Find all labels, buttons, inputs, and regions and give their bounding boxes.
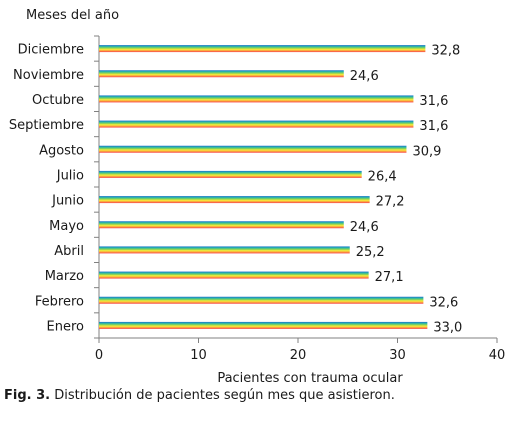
bar-febrero (99, 297, 423, 304)
category-label: Abril (54, 244, 84, 259)
figure-caption: Fig. 3. Distribución de pacientes según … (4, 388, 395, 403)
data-label: 26,4 (368, 169, 397, 184)
bar-agosto (99, 146, 406, 153)
bar-octubre (99, 95, 413, 102)
category-label: Febrero (35, 294, 84, 309)
category-label: Noviembre (13, 68, 84, 83)
x-tick-label: 20 (290, 348, 307, 363)
bar-septiembre (99, 121, 413, 128)
data-label: 27,1 (375, 270, 404, 285)
data-label: 33,0 (433, 320, 462, 335)
category-label: Septiembre (9, 118, 84, 133)
bar-diciembre (99, 45, 425, 52)
data-label: 31,6 (419, 119, 448, 134)
data-label: 32,6 (429, 295, 458, 310)
x-tick-label: 0 (95, 348, 103, 363)
data-label: 24,6 (350, 69, 379, 84)
x-tick-label: 30 (389, 348, 406, 363)
plot-area: 0 10 20 30 40 Diciembre 32,8 Noviembre 24,6 Octub… (9, 36, 505, 363)
x-tick-label: 10 (190, 348, 207, 363)
bar-julio (99, 171, 362, 178)
category-label: Enero (47, 319, 85, 334)
bar-enero (99, 322, 427, 329)
x-axis-title: Pacientes con trauma ocular (217, 371, 403, 385)
category-label: Marzo (45, 269, 84, 284)
data-label: 32,8 (431, 44, 460, 59)
category-label: Mayo (49, 219, 84, 234)
caption-text: Distribución de pacientes según mes que … (50, 388, 395, 403)
bar-chart: Meses del año Pacientes con trauma ocula… (0, 0, 517, 385)
bar-noviembre (99, 70, 344, 77)
y-axis-title: Meses del año (26, 8, 119, 23)
category-label: Diciembre (18, 43, 84, 58)
bar-abril (99, 246, 350, 253)
data-label: 27,2 (376, 195, 405, 210)
caption-label: Fig. 3. (4, 388, 50, 403)
category-label: Julio (56, 168, 84, 183)
category-label: Agosto (39, 143, 84, 158)
bar-mayo (99, 221, 344, 228)
category-label: Octubre (32, 93, 84, 108)
data-label: 25,2 (356, 245, 385, 260)
bar-marzo (99, 272, 369, 279)
bar-junio (99, 196, 370, 203)
data-label: 24,6 (350, 220, 379, 235)
data-label: 31,6 (419, 94, 448, 109)
x-tick-label: 40 (489, 348, 506, 363)
category-label: Junio (51, 194, 84, 209)
data-label: 30,9 (412, 144, 441, 159)
